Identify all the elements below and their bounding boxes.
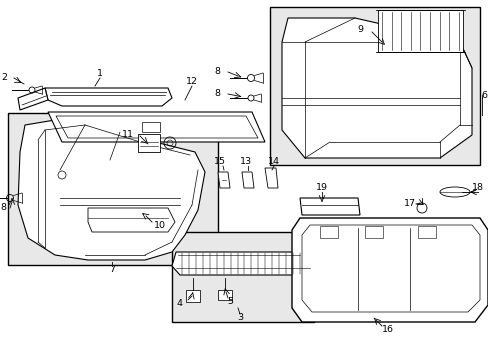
Text: 13: 13 [240, 158, 251, 166]
Text: 18: 18 [471, 184, 483, 193]
Text: 15: 15 [214, 158, 225, 166]
Text: 11: 11 [122, 130, 134, 139]
Polygon shape [291, 218, 487, 322]
Polygon shape [299, 198, 359, 215]
Bar [364, 226, 382, 238]
Bar [185, 290, 200, 302]
Bar [172, 232, 313, 322]
Text: 3: 3 [237, 314, 243, 323]
Polygon shape [172, 252, 311, 275]
Text: 8: 8 [214, 90, 220, 99]
Polygon shape [18, 120, 204, 260]
Polygon shape [88, 208, 175, 232]
Polygon shape [48, 112, 264, 142]
Text: 9: 9 [356, 26, 362, 35]
Polygon shape [56, 116, 258, 138]
Text: 12: 12 [185, 77, 198, 86]
Bar [142, 122, 160, 132]
Text: 10: 10 [154, 221, 165, 230]
Bar [319, 226, 337, 238]
Polygon shape [218, 172, 229, 188]
Bar [8, 113, 218, 265]
Polygon shape [242, 172, 253, 188]
Text: 8: 8 [214, 68, 220, 77]
Polygon shape [302, 225, 479, 312]
Bar [218, 290, 231, 300]
Bar [138, 134, 160, 152]
Text: 7: 7 [109, 266, 115, 274]
Polygon shape [45, 88, 172, 106]
Text: 8: 8 [0, 203, 6, 212]
Text: 1: 1 [97, 69, 103, 78]
Text: 5: 5 [226, 297, 232, 306]
Text: 6: 6 [480, 90, 486, 99]
Bar [269, 7, 479, 165]
Bar [377, 10, 462, 52]
Text: 14: 14 [267, 158, 280, 166]
Text: 2: 2 [1, 73, 7, 82]
Polygon shape [18, 88, 48, 110]
Text: 4: 4 [177, 300, 183, 309]
Polygon shape [282, 18, 471, 158]
Polygon shape [264, 168, 278, 188]
Bar [417, 226, 435, 238]
Text: 19: 19 [315, 184, 327, 193]
Text: 16: 16 [381, 325, 393, 334]
Text: 17: 17 [403, 199, 415, 208]
